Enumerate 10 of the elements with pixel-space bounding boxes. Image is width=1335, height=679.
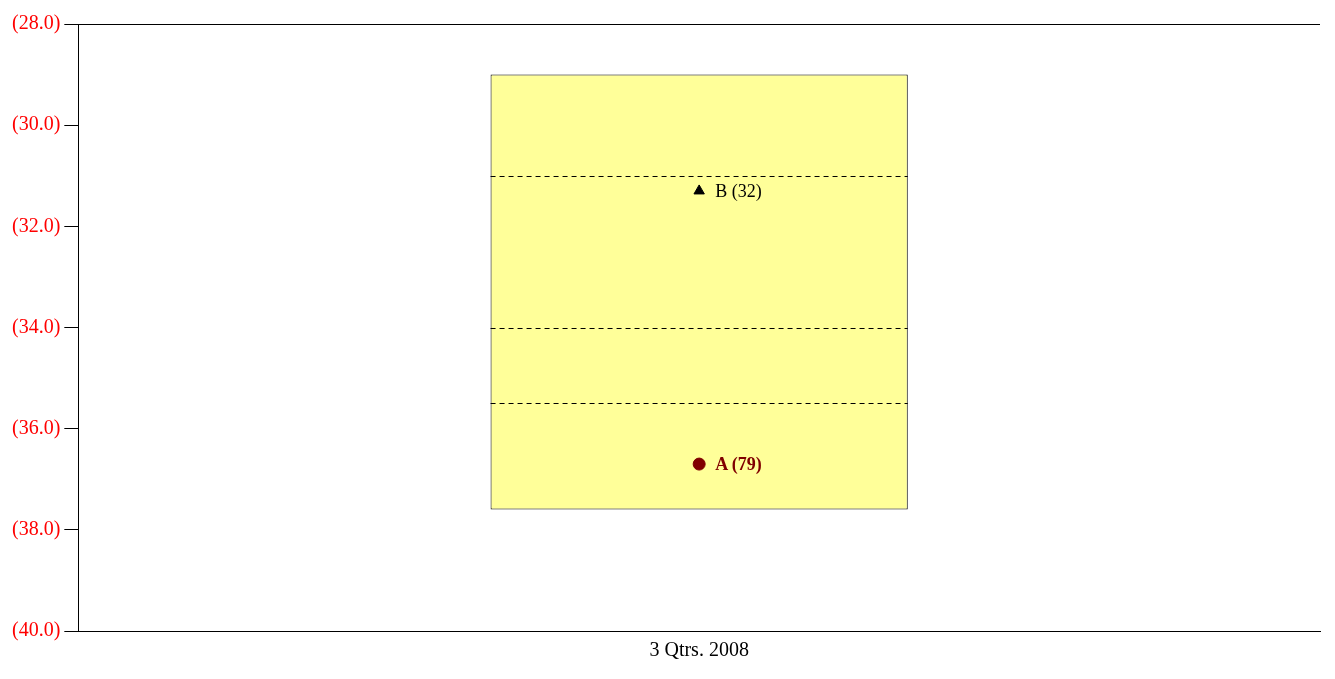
y-tick-label: (30.0) xyxy=(11,112,61,136)
x-tick-label: 3 Qtrs. 2008 xyxy=(649,638,749,661)
y-tick-label: (28.0) xyxy=(11,11,61,35)
series-label: B (32) xyxy=(715,180,762,202)
y-tick-label: (38.0) xyxy=(11,517,61,541)
y-tick-label: (40.0) xyxy=(11,618,61,642)
series-label: A (79) xyxy=(715,453,762,475)
y-tick-label: (36.0) xyxy=(11,415,61,439)
y-tick-label: (34.0) xyxy=(11,314,61,338)
y-tick-label: (32.0) xyxy=(11,213,61,237)
